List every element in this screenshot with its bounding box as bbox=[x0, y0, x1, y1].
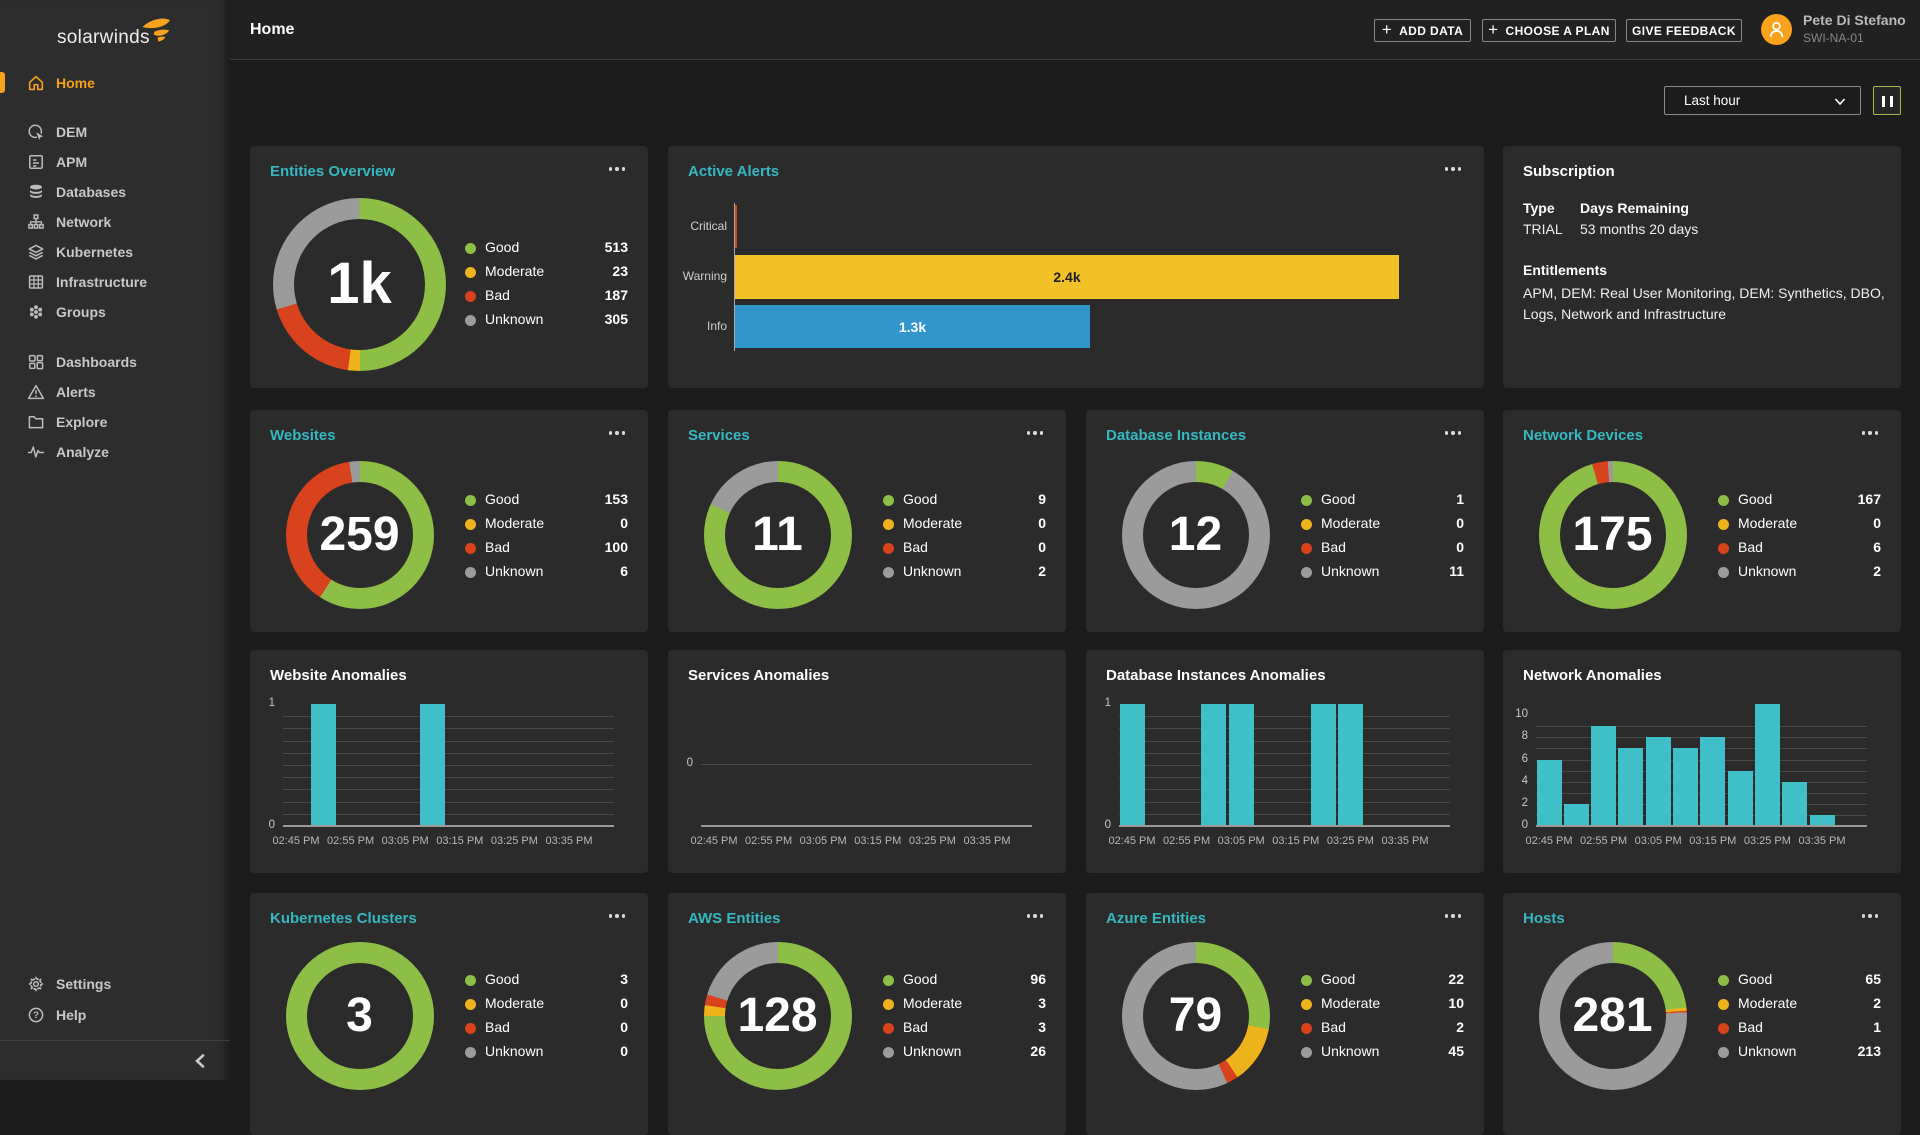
svg-text:?: ? bbox=[33, 1010, 39, 1021]
